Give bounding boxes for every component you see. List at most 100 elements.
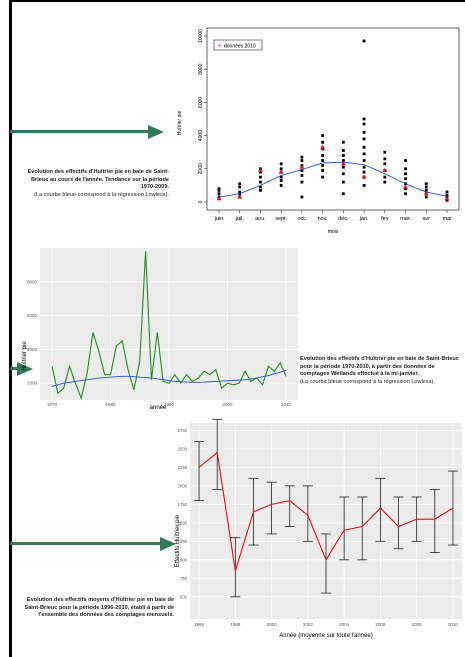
chart1-x-tick-label: sept. <box>275 216 287 222</box>
chart1-highlight-point <box>237 194 243 199</box>
chart3-x-tick-label: 2004 <box>339 622 350 627</box>
chart-yearly-wetlands: 2000 4000 6000 8000 1970 1980 1990 2000 2010 Hu… <box>22 248 298 411</box>
chart1-point <box>279 175 283 179</box>
chart2-caption-text: Evolution des effectifs d'Huîtrier pie e… <box>300 356 459 378</box>
chart1-legend-box <box>213 39 263 51</box>
chart3-caption: Evolution des effectifs moyens d'Huîtrie… <box>22 597 174 620</box>
chart2-series <box>51 251 287 401</box>
chart1-x-tick-label: nov. <box>318 216 328 222</box>
chart1-highlight-point <box>444 196 450 201</box>
chart2-count-line <box>51 251 287 401</box>
chart1-point <box>424 185 428 189</box>
chart1-point <box>217 187 221 191</box>
chart1-point <box>259 188 262 192</box>
chart1-point <box>404 192 407 196</box>
chart2-caption-note: (La courbe bleue correspond à la régress… <box>300 378 435 385</box>
chart1-point <box>362 137 366 141</box>
chart3-y-tick-label: 2750 <box>178 428 188 433</box>
chart2-lowess-line <box>51 370 287 387</box>
chart1-y-tick-label: 0 <box>198 200 204 203</box>
chart2-y-tick-label: 4000 <box>27 347 38 352</box>
chart1-point <box>445 190 449 194</box>
chart1-highlight-point <box>320 144 326 149</box>
chart1-point <box>321 147 325 151</box>
chart1-point <box>279 162 283 166</box>
chart1-point <box>321 140 325 144</box>
chart1-x-tick-label: mai <box>443 216 452 222</box>
chart3-y-tick-label: 500 <box>180 594 188 599</box>
chart3-y-tick-label: 1500 <box>178 520 188 525</box>
chart1-y-tick-label: 4000 <box>198 130 204 141</box>
chart1-x-axis-label: mois <box>328 229 339 235</box>
chart1-point <box>238 190 242 194</box>
chart3-errorbars <box>194 418 458 598</box>
chart1-lowess <box>218 161 448 198</box>
chart1-point <box>424 188 428 192</box>
chart2-x-tick-label: 1970 <box>47 402 58 407</box>
chart1-point <box>362 165 366 169</box>
chart1-point <box>404 167 407 171</box>
chart2-lowess <box>51 370 287 387</box>
chart1-highlight-point <box>361 174 367 179</box>
chart3-x-ticks: 1996 1998 2000 2002 2004 2006 2008 2010 <box>194 622 458 627</box>
chart2-x-tick-label: 2010 <box>281 402 292 407</box>
chart1-point <box>321 154 325 157</box>
chart3-x-tick-label: 2000 <box>267 622 278 627</box>
chart1-point <box>259 170 262 174</box>
chart1-highlight-point <box>258 167 263 173</box>
chart1-highlight-point <box>403 184 408 189</box>
chart3-y-tick-label: 1750 <box>178 502 188 507</box>
chart3-x-tick-label: 2008 <box>412 622 423 627</box>
arrow-to-chart3 <box>10 542 162 545</box>
chart1-point <box>383 180 387 184</box>
chart1-point <box>321 134 325 137</box>
chart3-x-tick-label: 2002 <box>303 622 314 627</box>
chart1-point <box>341 165 345 169</box>
chart1-y-tick-label: 2000 <box>198 163 204 174</box>
chart1-x-tick-label: déc. <box>338 216 349 222</box>
chart1-point <box>341 192 345 196</box>
chart3-y-ticks: 500 750 1000 1250 1500 1750 2000 2250 2500 2750 <box>178 428 188 599</box>
chart1-x-tick-label: juil. <box>235 216 245 222</box>
chart1-point <box>321 164 325 167</box>
chart2-x-axis-label: année <box>150 405 167 411</box>
chart1-y-tick-label: 8000 <box>198 63 204 74</box>
chart2-x-tick-label: 2000 <box>222 402 233 407</box>
chart1-plot-border <box>206 27 460 211</box>
chart3-x-tick-label: 1996 <box>194 622 205 627</box>
chart1-point <box>279 184 283 187</box>
chart1-point <box>300 174 304 177</box>
arrow-to-chart3-head <box>160 536 176 551</box>
chart1-point <box>321 175 325 179</box>
chart1-caption-text: Evolution des effectifs d'Huîtrier pie e… <box>27 169 169 191</box>
chart1-point <box>445 198 449 202</box>
chart3-y-tick-label: 2500 <box>178 446 188 451</box>
chart3-x-axis-label: Année (moyenne sur toute l'année) <box>279 633 373 639</box>
chart1-x-tick-label: avr <box>422 216 430 222</box>
chart1-point <box>300 195 304 199</box>
chart1-point <box>238 182 242 186</box>
chart1-points <box>217 39 449 202</box>
chart1-highlight-point <box>340 161 346 166</box>
chart1-point <box>362 122 366 126</box>
chart1-point <box>279 167 283 171</box>
chart1-point <box>341 154 345 157</box>
chart1-point <box>341 180 345 184</box>
chart1-point <box>279 179 283 182</box>
chart1-point <box>341 140 345 144</box>
chart1-point <box>259 180 262 184</box>
chart1-point <box>341 172 345 176</box>
chart3-x-tick-label: 2010 <box>448 622 459 627</box>
chart1-point <box>383 162 387 166</box>
chart3-y-axis-label: Effectifs Huîtrier pie <box>175 514 181 567</box>
chart1-point <box>217 192 221 196</box>
chart3-y-tick-label: 2000 <box>178 483 188 488</box>
chart-yearly-means: 500 750 1000 1250 1500 1750 2000 2250 2500 2750 1… <box>175 418 462 639</box>
chart1-point <box>404 172 407 176</box>
chart3-y-tick-label: 1250 <box>178 539 188 544</box>
chart1-highlight-point <box>382 167 388 173</box>
chart1-point <box>217 188 221 192</box>
chart1-point <box>383 175 387 179</box>
chart1-point <box>362 130 366 134</box>
chart1-point <box>404 159 407 162</box>
